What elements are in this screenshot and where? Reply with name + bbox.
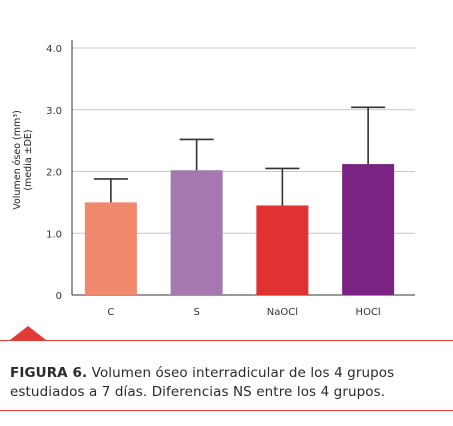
caption-label: FIGURA 6.	[10, 365, 88, 381]
y-tick-label: 2.0	[46, 168, 62, 179]
y-axis-title-line1: Volumen óseo (mm³)	[12, 110, 23, 210]
figure-caption: FIGURA 6. Volumen óseo interradicular de…	[10, 364, 442, 402]
x-tick-label: S	[193, 307, 199, 318]
y-tick-label: 0	[56, 291, 62, 302]
bar	[342, 164, 395, 295]
bar-chart: 0 1.0 2.0 3.0 4.0 C S NaOCl HOCl Volumen óseo (m…	[12, 40, 415, 318]
bars	[84, 164, 395, 295]
bar	[256, 205, 309, 295]
bar	[84, 202, 137, 295]
x-tick-label: NaOCl	[267, 307, 298, 318]
divider-bottom	[0, 410, 453, 411]
x-tick-label: HOCl	[356, 307, 381, 318]
section-marker-triangle	[10, 326, 46, 340]
axis-labels: 0 1.0 2.0 3.0 4.0 C S NaOCl HOCl	[46, 44, 381, 318]
divider-top	[0, 340, 453, 341]
y-tick-label: 3.0	[46, 106, 62, 117]
y-axis-title-line2: (media ±DE)	[23, 129, 34, 190]
bar	[170, 170, 223, 295]
y-tick-label: 1.0	[46, 229, 62, 240]
y-tick-label: 4.0	[46, 44, 62, 55]
caption-text: Volumen óseo interradicular de los 4 gru…	[10, 365, 395, 400]
x-tick-label: C	[107, 307, 114, 318]
error-bars	[93, 106, 386, 206]
